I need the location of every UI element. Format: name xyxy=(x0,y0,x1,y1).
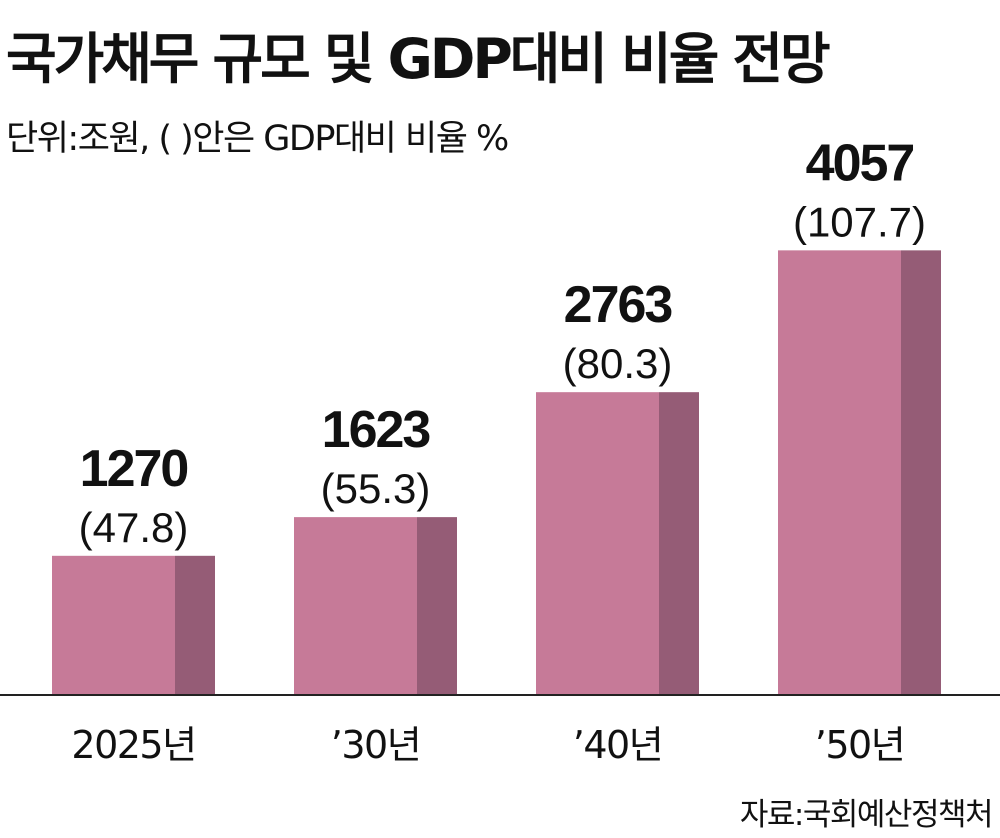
source-note: 자료:국회예산정책처 xyxy=(739,797,994,833)
x-tick-label-3: ’50년 xyxy=(815,723,904,767)
chart-title: 국가채무 규모 및 GDP대비 비율 전망 xyxy=(6,27,831,91)
x-tick-label-0: 2025년 xyxy=(71,723,195,767)
value-label-1: 1623 xyxy=(322,401,431,459)
bar-side-2 xyxy=(659,392,699,695)
value-label-0: 1270 xyxy=(80,440,188,498)
ratio-label-2: (80.3) xyxy=(563,340,673,387)
value-label-3: 4057 xyxy=(806,134,914,192)
bar-front-2 xyxy=(536,392,659,695)
bars-group xyxy=(52,250,941,696)
bar-side-1 xyxy=(417,517,457,695)
bar-front-1 xyxy=(294,517,417,695)
x-tick-label-2: ’40년 xyxy=(573,723,662,767)
labels-group: (47.8) 1270 2025년 (55.3) 1623 ’30년 (80.3) 2763 ’… xyxy=(71,134,926,767)
chart-subtitle: 단위:조원, ( )안은 GDP대비 비율 % xyxy=(6,119,509,159)
bar-side-0 xyxy=(175,555,215,695)
value-label-2: 2763 xyxy=(564,276,673,334)
ratio-label-1: (55.3) xyxy=(321,465,431,512)
ratio-label-3: (107.7) xyxy=(793,198,926,245)
bar-front-3 xyxy=(778,250,901,696)
x-tick-label-1: ’30년 xyxy=(331,723,420,767)
ratio-label-0: (47.8) xyxy=(79,504,189,551)
bar-side-3 xyxy=(901,250,941,696)
bar-front-0 xyxy=(52,555,175,695)
